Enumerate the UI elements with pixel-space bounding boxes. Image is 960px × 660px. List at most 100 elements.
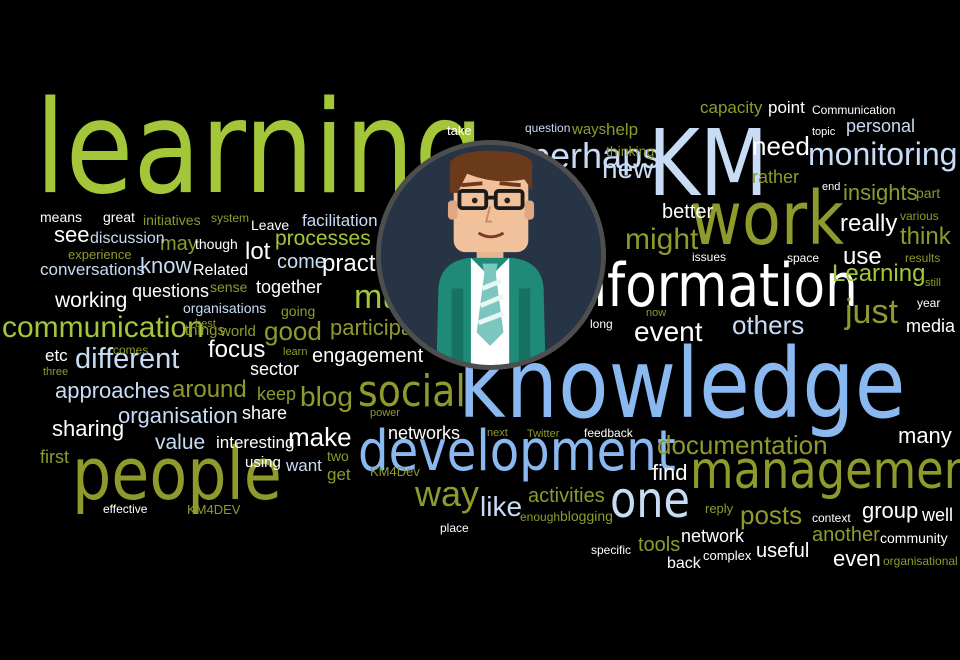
word-working: working: [55, 289, 128, 312]
word-get: get: [327, 465, 351, 484]
word-development: development: [358, 419, 676, 484]
word-related: Related: [193, 262, 249, 279]
word-make: make: [288, 422, 352, 452]
word-know: know: [140, 253, 192, 278]
word-discussion: discussion: [90, 230, 165, 247]
word-tools: tools: [638, 534, 681, 556]
word-comes: comes: [113, 343, 149, 357]
word-well: well: [922, 505, 954, 525]
word-way: way: [415, 473, 480, 514]
word-questions: questions: [132, 281, 210, 301]
word-organisational: organisational: [883, 554, 958, 568]
word-learning: Learning: [832, 260, 926, 287]
word-documentation: documentation: [657, 430, 828, 460]
word-km4dev: KM4Dev: [370, 464, 420, 479]
word-next: next: [487, 427, 508, 439]
word-two: two: [327, 448, 349, 464]
word-km4dev: KM4DEV: [187, 502, 241, 517]
word-complex: complex: [703, 548, 752, 563]
word-posts: posts: [740, 500, 803, 530]
word-may: may: [160, 233, 198, 255]
word-sense: sense: [210, 279, 248, 295]
word-first: first: [40, 447, 69, 467]
word-network: network: [681, 526, 745, 546]
word-things: things: [185, 322, 226, 339]
word-point: point: [768, 98, 805, 117]
word-system: system: [211, 211, 250, 225]
word-community: community: [880, 530, 948, 546]
word-km: KM: [648, 110, 769, 217]
word-best: best: [195, 318, 216, 330]
word-now: now: [646, 307, 667, 319]
word-back: back: [667, 555, 701, 572]
word-personal: personal: [846, 116, 916, 136]
word-communication: communication: [2, 311, 204, 344]
word-new: new: [602, 153, 654, 184]
word-find: find: [652, 460, 688, 485]
word-conversations: conversations: [40, 260, 145, 279]
word-results: results: [905, 251, 941, 265]
word-really: really: [840, 210, 898, 237]
word-see: see: [54, 222, 90, 247]
word-leave: Leave: [251, 217, 290, 233]
word-together: together: [256, 277, 323, 297]
word-year: year: [917, 296, 941, 310]
word-enough: enough: [520, 510, 561, 524]
word-use: use: [843, 243, 882, 270]
word-organisation: organisation: [118, 403, 238, 428]
word-help: help: [606, 120, 639, 139]
word-event: event: [634, 316, 703, 347]
word-just: just: [845, 293, 898, 331]
word-great: great: [103, 209, 135, 225]
word-engagement: engagement: [312, 345, 424, 367]
word-around: around: [172, 376, 247, 403]
word-share: share: [242, 403, 288, 423]
word-going: going: [281, 303, 316, 319]
word-feedback: feedback: [584, 426, 633, 440]
word-work: work: [690, 176, 845, 262]
word-part: part: [916, 185, 941, 201]
word-still: still: [925, 277, 941, 289]
word-value: value: [155, 431, 206, 454]
word-question: question: [525, 121, 571, 135]
word-want: want: [286, 456, 322, 475]
word-better: better: [662, 201, 714, 223]
word-keep: keep: [257, 384, 297, 404]
word-using: using: [245, 454, 281, 471]
word-come: come: [277, 251, 326, 273]
word-ways: ways: [572, 121, 607, 138]
word-context: context: [812, 511, 851, 525]
word-monitoring: monitoring: [808, 136, 958, 172]
word-twitter: Twitter: [527, 428, 560, 440]
word-others: others: [732, 310, 805, 340]
word-though: though: [195, 236, 238, 252]
word-social: social: [358, 366, 466, 417]
word-facilitation: facilitation: [302, 211, 378, 230]
word-space: space: [787, 251, 820, 265]
word-one: one: [610, 471, 691, 529]
word-processes: processes: [275, 227, 371, 250]
word-lot: lot: [245, 238, 271, 265]
word-sharing: sharing: [52, 416, 125, 441]
word-people: people: [72, 432, 282, 516]
word-communication: Communication: [812, 103, 896, 117]
avatar: [376, 140, 606, 370]
word-many: many: [898, 423, 952, 448]
word-learn: learn: [283, 346, 308, 358]
word-good: good: [264, 316, 322, 346]
word-experience: experience: [68, 247, 132, 262]
word-insights: insights: [843, 180, 918, 205]
word-even: even: [833, 546, 881, 571]
word-like: like: [480, 491, 523, 522]
word-media: media: [906, 316, 956, 336]
word-capacity: capacity: [700, 98, 763, 117]
word-initiatives: initiatives: [143, 212, 201, 228]
word-three: three: [43, 366, 69, 378]
word-focus: focus: [208, 336, 266, 363]
word-information: information: [560, 251, 858, 321]
word-issues: issues: [692, 250, 727, 264]
word-rather: rather: [752, 167, 800, 187]
avatar-cartoon-man-icon: [381, 145, 601, 365]
word-power: power: [370, 407, 400, 419]
